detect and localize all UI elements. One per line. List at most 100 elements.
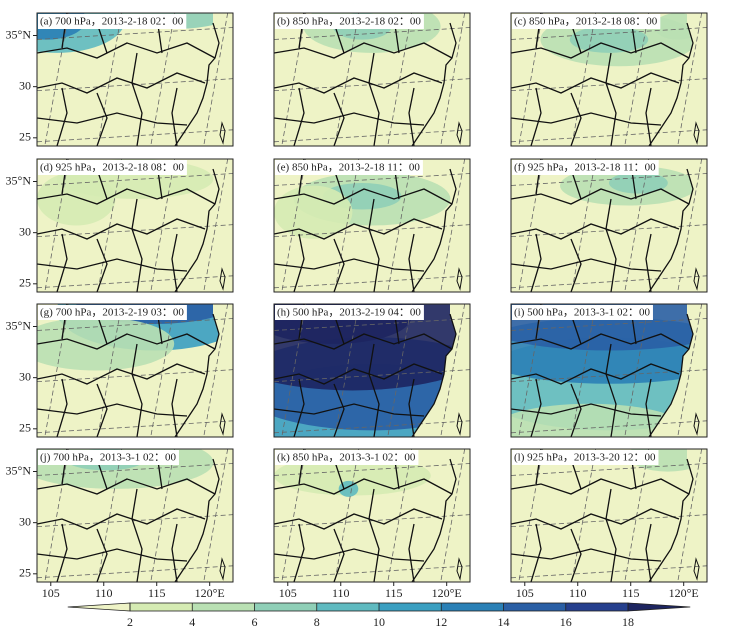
province-boundary [530, 488, 617, 582]
colorbar-tick-label: 8 [314, 615, 320, 629]
province-boundary [37, 333, 216, 350]
grid-line [511, 420, 707, 434]
colorbar-extension-high [627, 602, 691, 612]
taiwan [456, 121, 463, 145]
grid-line [274, 420, 470, 434]
province-boundary [535, 449, 652, 582]
province-boundary [37, 218, 206, 240]
colorbar-extension-low [67, 602, 131, 612]
province-boundary [511, 258, 662, 272]
province-boundary [511, 478, 690, 495]
province-boundary [274, 403, 425, 417]
colorbar-tick-label: 6 [252, 615, 258, 629]
grid-line [511, 275, 707, 289]
grid-line [281, 13, 307, 146]
label-background [38, 14, 187, 29]
coastline [648, 458, 694, 582]
label-background [512, 160, 659, 175]
grid-line [334, 159, 360, 292]
y-tick-label: 30 [19, 224, 31, 238]
y-tick-label: 25 [19, 130, 31, 144]
map-panel: (d) 925 hPa，2013-2-18 08：00 35°N 30 25 [6, 158, 234, 293]
grid-line [37, 275, 233, 289]
province-boundary [274, 258, 425, 272]
province-boundary [511, 403, 662, 417]
taiwan [456, 412, 463, 436]
grid-line [518, 159, 544, 292]
y-tick-label: 25 [19, 421, 31, 435]
coastline [411, 313, 457, 437]
map-panel: (g) 700 hPa，2013-2-19 03：00 35°N 30 25 [6, 303, 234, 438]
province-boundary [37, 112, 188, 126]
province-boundary [274, 508, 443, 530]
grid-line [571, 13, 597, 146]
panel-label: (k) 850 hPa，2013-3-1 02：00 [277, 452, 416, 464]
grid-line [281, 304, 307, 437]
label-background [275, 305, 424, 320]
coastline [648, 22, 694, 146]
shading-region [569, 26, 649, 53]
map-panel: (l) 925 hPa，2013-3-20 12：00 105 110 115 120°… [510, 448, 708, 600]
province-boundary [511, 42, 690, 59]
province-boundary [274, 333, 453, 350]
colorbar-tick-label: 4 [189, 615, 195, 629]
grid-line [334, 304, 360, 437]
grid-line [511, 463, 707, 476]
label-background [275, 14, 424, 29]
grid-line [511, 565, 707, 579]
colorbar-bin [379, 603, 442, 611]
grid-line [97, 159, 123, 292]
colorbar-bin [254, 603, 317, 611]
shading-region [609, 172, 668, 194]
panel-label: (h) 500 hPa，2013-2-19 04：00 [277, 307, 421, 319]
x-tick-label: 120°E [195, 586, 225, 600]
grid-line [571, 159, 597, 292]
province-boundary [274, 112, 425, 126]
taiwan [219, 557, 226, 581]
grid-line [37, 173, 233, 186]
province-boundary [293, 52, 380, 146]
y-tick-label: 30 [19, 369, 31, 383]
colorbar-bin [441, 603, 504, 611]
province-boundary [511, 508, 680, 530]
province-boundary [274, 72, 443, 94]
colorbar-tick-label: 18 [622, 615, 634, 629]
map-panel: (j) 700 hPa，2013-3-1 02：00 35°N 30 25 105 110… [6, 448, 234, 600]
label-background [38, 305, 187, 320]
province-boundary [274, 188, 453, 205]
grid-line [274, 463, 470, 476]
grid-line [274, 318, 470, 331]
province-boundary [274, 478, 453, 495]
grid-line [44, 159, 70, 292]
map-panel: (k) 850 hPa，2013-3-1 02：00 105 110 115 120°E [273, 448, 471, 600]
province-boundary [298, 304, 415, 437]
map-panel: (a) 700 hPa，2013-2-18 02：00 35°N 30 25 [6, 12, 234, 147]
province-boundary [37, 42, 216, 59]
province-boundary [511, 218, 680, 240]
panel-frame [273, 448, 471, 583]
x-tick-label: 115 [148, 586, 166, 600]
panel-frame [36, 448, 234, 583]
coastline [174, 458, 220, 582]
x-tick-label: 120°E [669, 586, 699, 600]
grid-line [511, 129, 707, 143]
grid-line [44, 449, 70, 582]
province-boundary [298, 159, 415, 292]
taiwan [219, 412, 226, 436]
map-area [274, 304, 470, 437]
province-boundary [535, 159, 652, 292]
grid-line [37, 129, 233, 143]
panel-label: (j) 700 hPa，2013-3-1 02：00 [40, 452, 176, 464]
province-boundary [61, 304, 178, 437]
grid-line [37, 420, 233, 434]
taiwan [693, 557, 700, 581]
panel-label: (b) 850 hPa，2013-2-18 02：00 [277, 16, 421, 28]
colorbar-tick-label: 2 [127, 615, 133, 629]
coastline [174, 168, 220, 292]
panel-label: (d) 925 hPa，2013-2-18 08：00 [40, 162, 184, 174]
label-background [512, 14, 661, 29]
grid-line [44, 304, 70, 437]
y-tick-label: 35°N [6, 318, 32, 332]
x-tick-label: 105 [42, 586, 60, 600]
map-area [511, 304, 707, 437]
